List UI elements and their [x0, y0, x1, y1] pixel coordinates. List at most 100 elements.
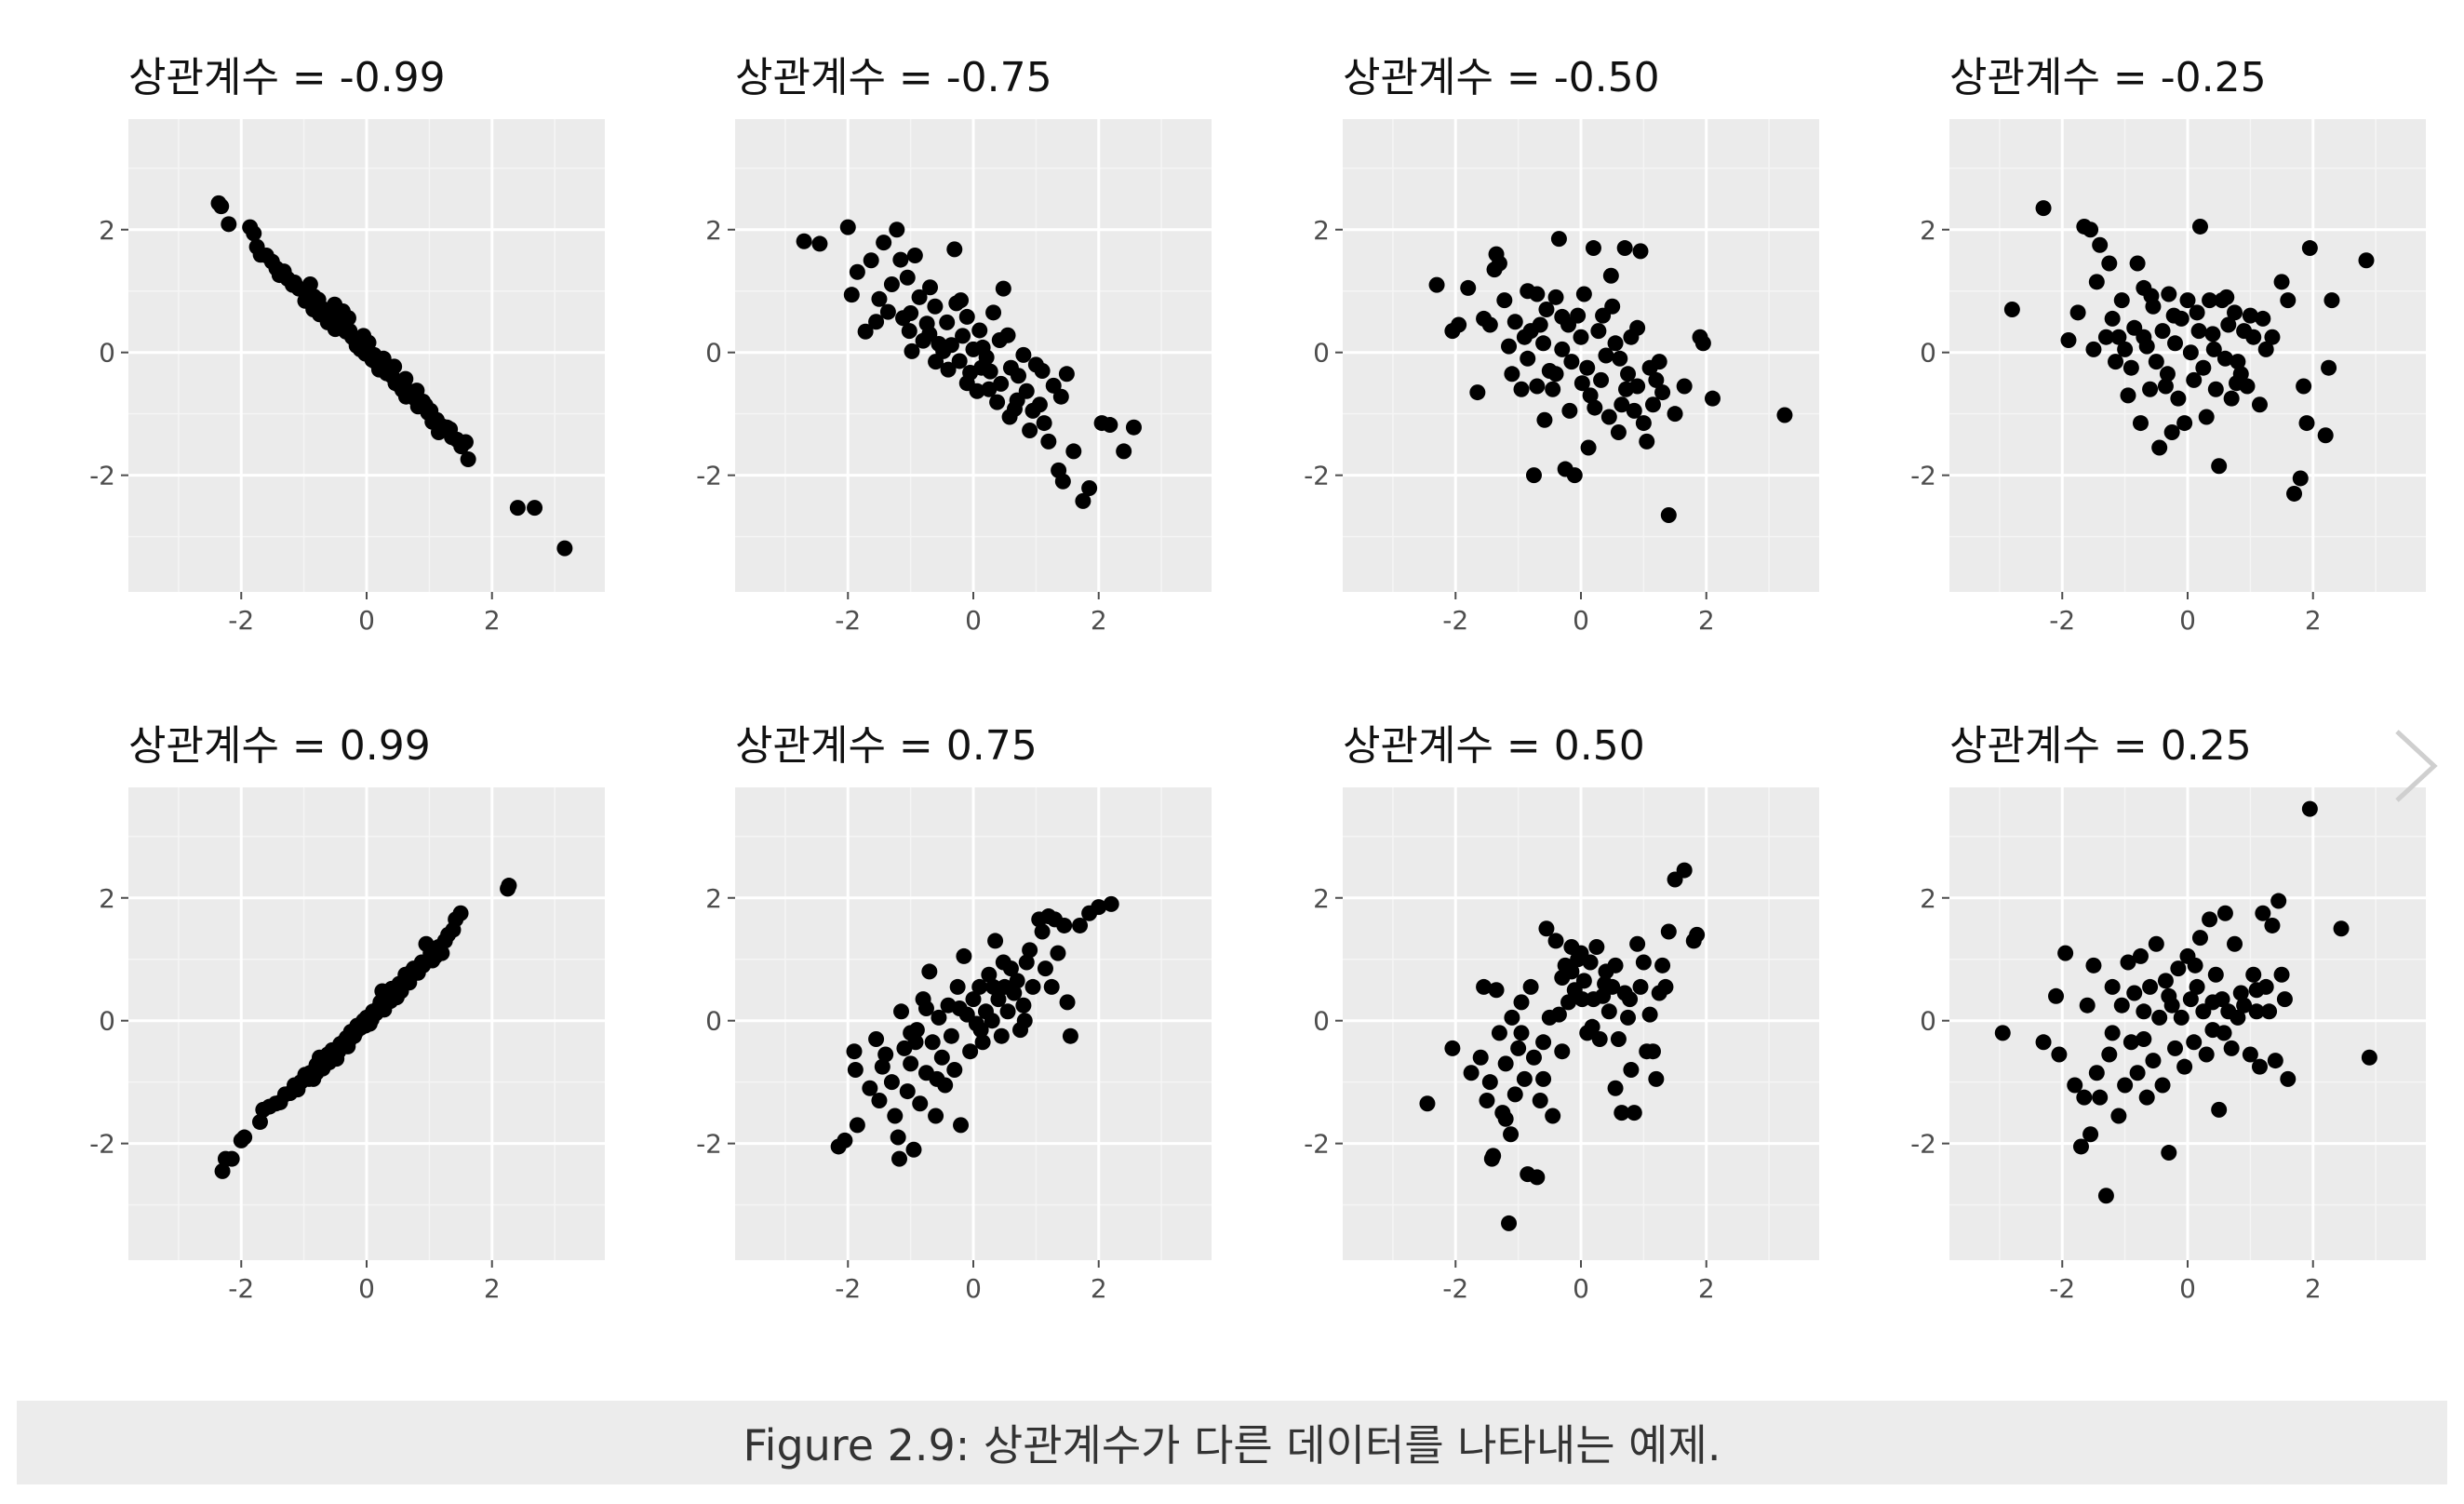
scatter-panel-1: 상관계수 = -0.99 -2 0 2 -2 0 2 [89, 54, 605, 636]
x-tick-label: 2 [484, 1273, 501, 1304]
data-point [990, 991, 1007, 1008]
data-point [924, 1034, 941, 1051]
data-point [2220, 316, 2237, 333]
data-point [1529, 286, 1546, 302]
data-point [413, 954, 430, 971]
data-point [883, 1074, 900, 1091]
data-point [1610, 423, 1627, 440]
data-point [1620, 366, 1637, 383]
data-point [1580, 439, 1597, 456]
data-point [2264, 917, 2281, 933]
data-point [2267, 1053, 2283, 1069]
data-point [330, 1043, 347, 1060]
x-tick-label: -2 [228, 1273, 254, 1304]
data-point [223, 1150, 240, 1167]
data-point [2117, 341, 2134, 357]
data-point [404, 963, 421, 980]
data-point [1597, 975, 1614, 992]
data-point [2173, 1009, 2189, 1026]
data-point [2148, 935, 2164, 952]
y-tick-label: 0 [1920, 1006, 1936, 1037]
data-point [445, 921, 462, 938]
data-point [2298, 415, 2315, 432]
next-page-button[interactable] [2386, 724, 2445, 808]
data-point [2202, 292, 2218, 309]
data-point [1538, 920, 1555, 937]
data-point [2097, 329, 2114, 345]
data-point [993, 375, 1010, 392]
data-point [376, 1001, 393, 1018]
data-point [974, 1034, 991, 1051]
data-point [985, 304, 1002, 321]
data-point [2136, 1003, 2152, 1020]
data-point [2245, 329, 2262, 345]
data-point [2082, 222, 2099, 238]
panel-title: 상관계수 = 0.99 [128, 722, 431, 770]
panel-title: 상관계수 = 0.25 [1949, 722, 2252, 770]
data-point [953, 292, 970, 309]
data-point [927, 298, 944, 315]
data-point [1504, 1009, 1520, 1026]
data-point [2227, 304, 2243, 321]
data-point [2151, 1009, 2168, 1026]
data-point [1610, 1030, 1627, 1047]
data-point [2230, 354, 2246, 370]
data-point [847, 1061, 864, 1078]
data-point [946, 241, 963, 258]
y-tick-label: -2 [1304, 461, 1330, 491]
data-point [2280, 292, 2297, 309]
data-point [2204, 326, 2221, 342]
data-point [2108, 354, 2124, 370]
data-point [1056, 917, 1073, 933]
data-point [2195, 359, 2212, 376]
data-point [999, 1003, 1016, 1020]
data-point [251, 1114, 268, 1131]
data-point [879, 303, 896, 320]
data-point [890, 1129, 906, 1146]
x-tick-label: 0 [358, 1273, 375, 1304]
data-point [1618, 381, 1635, 397]
data-point [928, 354, 944, 370]
data-point [971, 322, 988, 339]
data-point [1575, 286, 1592, 302]
data-point [1059, 994, 1076, 1011]
data-point [2129, 1065, 2146, 1081]
data-point [2129, 255, 2146, 272]
data-point [372, 356, 389, 373]
data-point [1525, 467, 1542, 484]
data-point [2104, 978, 2121, 995]
data-point [2079, 997, 2096, 1014]
data-point [2216, 905, 2233, 921]
data-point [2189, 304, 2205, 321]
data-point [2227, 935, 2243, 952]
data-point [388, 989, 405, 1006]
data-point [1497, 1110, 1514, 1127]
data-point [2190, 323, 2207, 340]
data-point [2207, 381, 2224, 397]
data-point [1994, 1025, 2011, 1041]
data-point [1620, 1009, 1637, 1026]
data-point [1554, 341, 1571, 357]
data-point [1648, 1070, 1665, 1087]
data-point [327, 321, 343, 338]
data-point [2145, 1053, 2162, 1069]
data-point [2092, 1089, 2109, 1106]
data-point [2161, 987, 2177, 1004]
data-point [1607, 1080, 1624, 1096]
data-point [1550, 231, 1567, 248]
data-point [2136, 329, 2152, 345]
data-point [2191, 218, 2208, 235]
y-tick-label: 2 [705, 215, 722, 246]
data-point [236, 1129, 253, 1146]
data-point [985, 978, 1002, 995]
data-point [2167, 335, 2184, 352]
data-point [2142, 978, 2159, 995]
data-point [1566, 467, 1583, 484]
data-point [1591, 1030, 1608, 1047]
data-point [1654, 957, 1671, 974]
data-point [2170, 390, 2187, 407]
data-point [2255, 905, 2271, 921]
data-point [887, 1108, 904, 1124]
data-point [949, 978, 966, 995]
data-point [2123, 359, 2139, 376]
